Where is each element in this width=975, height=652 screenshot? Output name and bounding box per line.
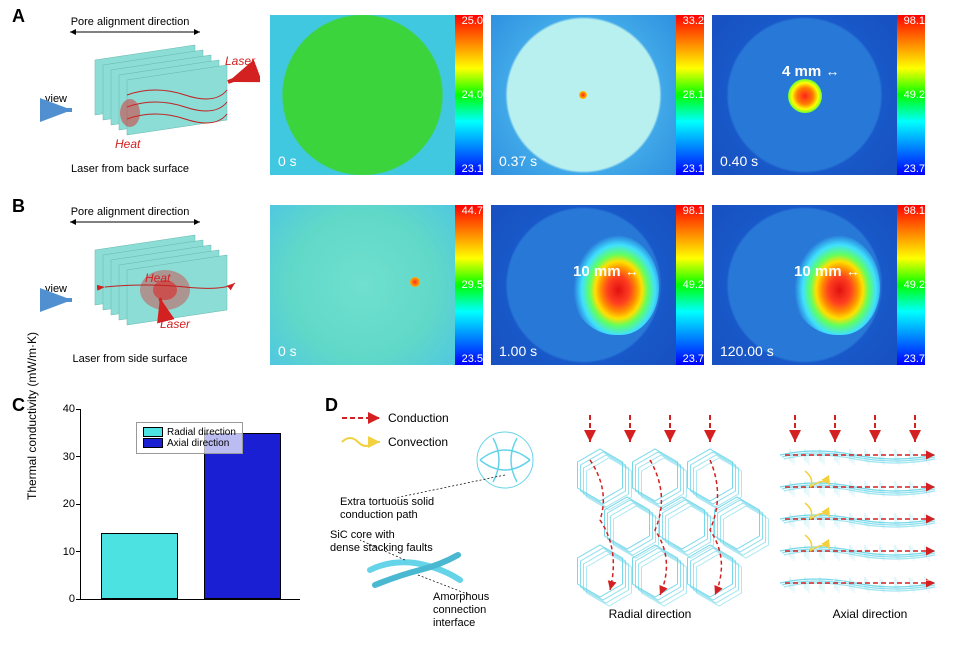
timestamp: 0 s: [278, 153, 297, 169]
bar-axial-direction: [204, 433, 281, 599]
scale-overlay: 4 mm ↔: [782, 63, 839, 80]
panel-d: Conduction Convection Extra tortuous sol…: [330, 400, 960, 640]
caption-a: Laser from back surface: [71, 163, 189, 175]
laser-label-a: Laser: [225, 54, 256, 68]
view-label-a: view: [45, 93, 67, 105]
panel-a-diagram: Pore alignment direction: [30, 10, 260, 180]
path-label: Extra tortuous solidconduction path: [340, 496, 434, 521]
panel-a-row: Pore alignment direction: [30, 10, 925, 180]
timestamp: 0 s: [278, 343, 297, 359]
timestamp: 0.40 s: [720, 153, 758, 169]
pore-dir-label-b: Pore alignment direction: [71, 206, 190, 218]
thermal-image: 1.00 s10 mm ↔98.149.223.7: [491, 205, 704, 365]
timestamp: 0.37 s: [499, 153, 537, 169]
thermal-image: 0.40 s4 mm ↔98.149.223.7: [712, 15, 925, 175]
svg-text:SiC core withdense stacking fa: SiC core withdense stacking faults: [330, 529, 433, 554]
chart-area: 010203040Radial directionAxial direction: [80, 410, 300, 600]
figure-root: A Pore alignment direction: [0, 0, 975, 652]
watermark: 材料科学与工程: [829, 561, 955, 587]
panel-a-label: A: [12, 6, 25, 27]
thermal-image: 0.37 s33.228.123.1: [491, 15, 704, 175]
timestamp: 120.00 s: [720, 343, 774, 359]
axial-structure: [795, 415, 915, 442]
caption-b: Laser from side surface: [73, 353, 188, 365]
panel-c-chart: Thermal conductivity (mW/m·K) 010203040R…: [30, 400, 310, 630]
timestamp: 1.00 s: [499, 343, 537, 359]
thermal-image: 0 s25.024.023.1: [270, 15, 483, 175]
thermal-image: 0 s44.729.523.5: [270, 205, 483, 365]
thermal-image: 120.00 s10 mm ↔98.149.223.7: [712, 205, 925, 365]
heat-label-a: Heat: [115, 137, 141, 151]
conduction-label: Conduction: [388, 411, 449, 425]
pore-dir-label-a: Pore alignment direction: [71, 16, 190, 28]
panel-b-thermals: 0 s44.729.523.51.00 s10 mm ↔98.149.223.7…: [270, 205, 925, 365]
scale-overlay: 10 mm ↔: [573, 263, 639, 280]
panel-a-thermals: 0 s25.024.023.10.37 s33.228.123.1 0.40 s 4…: [270, 15, 925, 175]
panel-b-label: B: [12, 196, 25, 217]
view-label-b: view: [45, 283, 67, 295]
panel-c-label: C: [12, 395, 25, 416]
chart-legend: Radial directionAxial direction: [136, 422, 243, 454]
convection-label: Convection: [388, 435, 448, 449]
panel-b-diagram: Pore alignment direction Heat Laser: [30, 200, 260, 370]
panel-b-row: Pore alignment direction Heat Laser: [30, 200, 925, 370]
svg-text:Amorphousconnectioninterface: Amorphousconnectioninterface: [433, 591, 490, 629]
heat-label-b: Heat: [145, 271, 171, 285]
radial-structure: [590, 415, 710, 442]
laser-label-b: Laser: [160, 317, 191, 331]
bar-radial-direction: [101, 533, 178, 600]
chart-ylabel: Thermal conductivity (mW/m·K): [25, 332, 39, 500]
radial-label: Radial direction: [609, 607, 692, 621]
axial-label: Axial direction: [833, 607, 908, 621]
scale-overlay: 10 mm ↔: [794, 263, 860, 280]
